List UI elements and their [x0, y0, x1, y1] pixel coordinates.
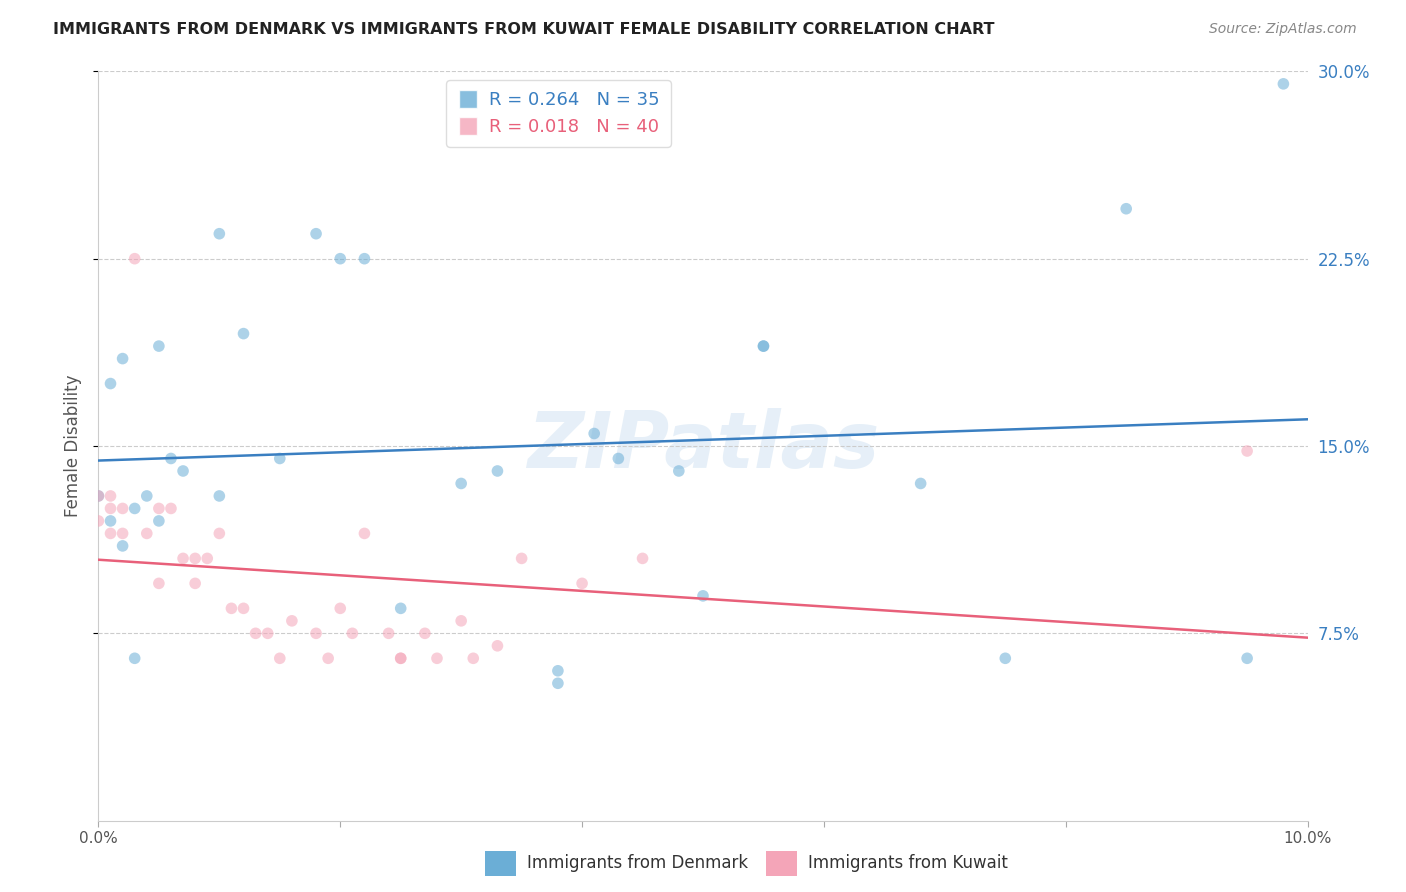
Point	[269, 651, 291, 665]
Point	[1236, 651, 1258, 665]
Point	[463, 651, 485, 665]
Point	[111, 501, 134, 516]
Point	[148, 501, 170, 516]
Point	[353, 526, 375, 541]
Point	[583, 426, 606, 441]
Point	[329, 601, 352, 615]
Point	[607, 451, 630, 466]
Point	[111, 351, 134, 366]
Point	[510, 551, 533, 566]
Point	[910, 476, 932, 491]
Point	[571, 576, 593, 591]
Legend: R = 0.264   N = 35, R = 0.018   N = 40: R = 0.264 N = 35, R = 0.018 N = 40	[446, 80, 671, 147]
Point	[100, 514, 122, 528]
Text: Immigrants from Denmark: Immigrants from Denmark	[527, 855, 748, 872]
Point	[184, 551, 207, 566]
Point	[208, 489, 231, 503]
Point	[221, 601, 243, 615]
Point	[305, 626, 328, 640]
Point	[100, 526, 122, 541]
Point	[353, 252, 375, 266]
Point	[245, 626, 267, 640]
Point	[1272, 77, 1295, 91]
Point	[148, 339, 170, 353]
Point	[486, 639, 509, 653]
Point	[124, 651, 146, 665]
Point	[160, 501, 183, 516]
Point	[1236, 444, 1258, 458]
Point	[389, 651, 412, 665]
Point	[124, 501, 146, 516]
Text: Source: ZipAtlas.com: Source: ZipAtlas.com	[1209, 22, 1357, 37]
Point	[100, 489, 122, 503]
Point	[135, 489, 157, 503]
Point	[450, 614, 472, 628]
Point	[232, 326, 254, 341]
Point	[135, 526, 157, 541]
Point	[389, 601, 412, 615]
Point	[87, 514, 110, 528]
Point	[281, 614, 304, 628]
Point	[547, 664, 569, 678]
Point	[547, 676, 569, 690]
Point	[1115, 202, 1137, 216]
Point	[256, 626, 278, 640]
Point	[124, 252, 146, 266]
Point	[269, 451, 291, 466]
Point	[752, 339, 775, 353]
Point	[450, 476, 472, 491]
Point	[87, 489, 110, 503]
Text: ZIPatlas: ZIPatlas	[527, 408, 879, 484]
Point	[305, 227, 328, 241]
Text: IMMIGRANTS FROM DENMARK VS IMMIGRANTS FROM KUWAIT FEMALE DISABILITY CORRELATION : IMMIGRANTS FROM DENMARK VS IMMIGRANTS FR…	[53, 22, 995, 37]
Point	[329, 252, 352, 266]
Point	[100, 376, 122, 391]
Y-axis label: Female Disability: Female Disability	[65, 375, 83, 517]
Point	[111, 526, 134, 541]
Point	[752, 339, 775, 353]
Point	[160, 451, 183, 466]
Point	[994, 651, 1017, 665]
Point	[316, 651, 339, 665]
Point	[389, 651, 412, 665]
Point	[148, 576, 170, 591]
Point	[184, 576, 207, 591]
Point	[668, 464, 690, 478]
Point	[111, 539, 134, 553]
Point	[148, 514, 170, 528]
Point	[195, 551, 218, 566]
Point	[232, 601, 254, 615]
Point	[486, 464, 509, 478]
Point	[692, 589, 714, 603]
Point	[413, 626, 436, 640]
Point	[426, 651, 449, 665]
Point	[100, 501, 122, 516]
Point	[172, 551, 194, 566]
Point	[377, 626, 399, 640]
Point	[208, 227, 231, 241]
Point	[342, 626, 364, 640]
Point	[208, 526, 231, 541]
Point	[631, 551, 654, 566]
Point	[87, 489, 110, 503]
Text: Immigrants from Kuwait: Immigrants from Kuwait	[808, 855, 1008, 872]
Point	[172, 464, 194, 478]
